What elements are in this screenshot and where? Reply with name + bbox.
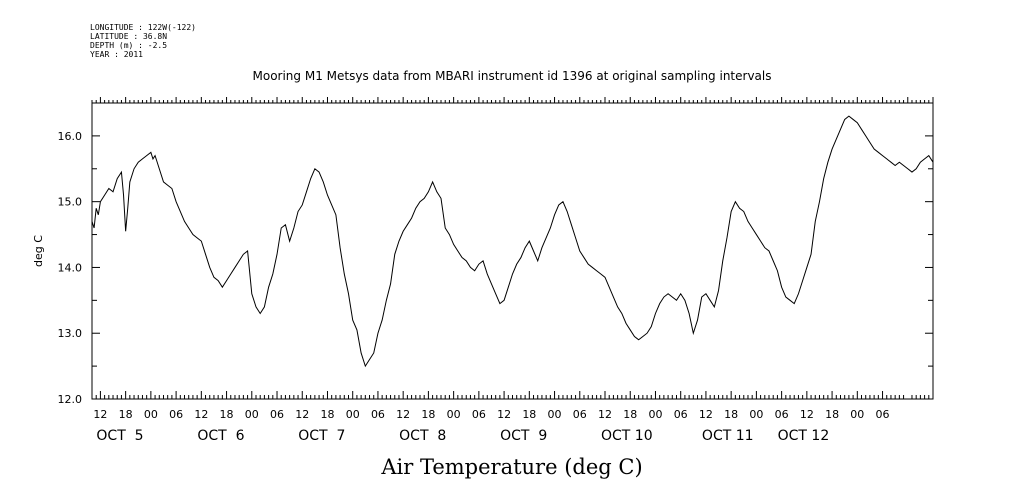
- y-tick-label: 16.0: [58, 130, 83, 143]
- x-day-label: OCT 12: [778, 428, 830, 444]
- year-label: YEAR : 2011: [90, 50, 143, 59]
- y-axis: 12.0 13.0 14.0 15.0 16.0: [58, 102, 933, 406]
- x-hour-label: 00: [850, 408, 864, 421]
- x-hour-label: 06: [472, 408, 486, 421]
- x-hour-label: 18: [724, 408, 738, 421]
- chart-title: Mooring M1 Metsys data from MBARI instru…: [253, 69, 772, 83]
- x-day-label: OCT 6: [197, 428, 244, 444]
- x-hour-label: 18: [623, 408, 637, 421]
- x-hour-label: 00: [144, 408, 158, 421]
- latitude-label: LATITUDE : 36.8N: [90, 32, 167, 41]
- x-day-label: OCT 8: [399, 428, 446, 444]
- x-hour-label: 00: [749, 408, 763, 421]
- x-hour-label: 12: [194, 408, 208, 421]
- x-day-label: OCT 5: [96, 428, 143, 444]
- x-hour-label: 00: [245, 408, 259, 421]
- x-hour-label: 06: [371, 408, 385, 421]
- x-hour-label: 12: [295, 408, 309, 421]
- y-axis-label: deg C: [32, 235, 45, 267]
- x-hour-label: 12: [598, 408, 612, 421]
- x-hour-label: 06: [876, 408, 890, 421]
- x-hour-label: 18: [421, 408, 435, 421]
- y-tick-label: 13.0: [58, 327, 83, 340]
- x-axis: 12 18 00 06 12 18 00 06 12 18 00 06 12 18 00 06 12 18 00 06…: [91, 391, 930, 444]
- x-day-label: OCT 9: [500, 428, 547, 444]
- x-hour-label: 12: [93, 408, 107, 421]
- x-hour-label: 18: [220, 408, 234, 421]
- x-hour-label: 12: [800, 408, 814, 421]
- plot-frame: [91, 102, 934, 400]
- x-day-label: OCT 10: [601, 428, 653, 444]
- x-hour-label: 06: [270, 408, 284, 421]
- x-hour-label: 00: [548, 408, 562, 421]
- x-axis-label: Air Temperature (deg C): [380, 455, 642, 479]
- y-tick-label: 12.0: [58, 393, 83, 406]
- x-day-label: OCT 7: [298, 428, 345, 444]
- x-hour-label: 06: [169, 408, 183, 421]
- air-temperature-line: [91, 115, 934, 368]
- x-hour-label: 00: [447, 408, 461, 421]
- x-hour-label: 06: [573, 408, 587, 421]
- x-day-label: OCT 11: [702, 428, 754, 444]
- x-hour-label: 18: [522, 408, 536, 421]
- x-hour-label: 12: [396, 408, 410, 421]
- y-tick-label: 14.0: [58, 261, 83, 274]
- longitude-label: LONGITUDE : 122W(-122): [90, 23, 196, 32]
- x-hour-label: 00: [648, 408, 662, 421]
- x-hour-label: 18: [320, 408, 334, 421]
- x-hour-label: 18: [825, 408, 839, 421]
- x-hour-label: 06: [674, 408, 688, 421]
- depth-label: DEPTH (m) : -2.5: [90, 41, 167, 50]
- x-hour-label: 12: [699, 408, 713, 421]
- y-tick-label: 15.0: [58, 196, 83, 209]
- x-hour-label: 00: [346, 408, 360, 421]
- x-hour-label: 12: [497, 408, 511, 421]
- x-hour-label: 18: [119, 408, 133, 421]
- x-hour-label: 06: [775, 408, 789, 421]
